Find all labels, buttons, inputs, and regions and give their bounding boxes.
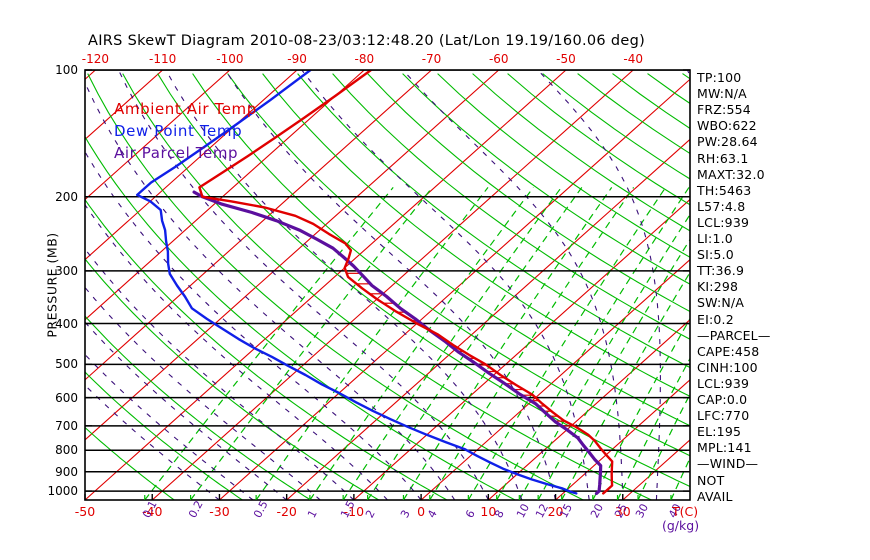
parameter-tp100: TP:100: [697, 70, 742, 85]
parameter-cape458: CAPE:458: [697, 343, 760, 359]
parameter-not: NOT: [697, 472, 725, 488]
top-temp-tick-5: -70: [421, 52, 442, 66]
parameter-mwna: MW:N/A: [697, 86, 747, 102]
parameter-avail: AVAIL: [697, 488, 733, 504]
bottom-temp-tick-5: 0: [417, 504, 426, 519]
parameter-ei02: EI:0.2: [697, 311, 734, 327]
top-temp-tick-7: -50: [556, 52, 576, 66]
pressure-tick-7: 800: [55, 443, 78, 458]
top-temp-tick-6: -60: [488, 52, 509, 66]
top-temp-tick-1: -110: [149, 52, 177, 66]
parameter-l5748: L57:4.8: [697, 198, 746, 214]
pressure-tick-2: 300: [55, 263, 78, 278]
pressure-tick-0: 100: [55, 63, 78, 77]
bottom-temp-tick-8: 30: [614, 504, 631, 519]
parameter-th5463: TH:5463: [697, 182, 752, 198]
parameter-tt369: TT:36.9: [697, 263, 745, 279]
parameter-cinh100: CINH:100: [697, 359, 758, 375]
bottom-temp-tick-4: -10: [343, 504, 365, 519]
x-axis-mixing-unit: (g/kg): [662, 518, 700, 533]
parameter-cap00: CAP:0.0: [697, 392, 748, 407]
legend-air-parcel-temp: Air Parcel Temp: [114, 144, 239, 162]
top-temp-tick-0: -120: [81, 52, 110, 66]
pressure-tick-1: 200: [55, 189, 78, 204]
parameter-el195: EL:195: [697, 424, 742, 440]
pressure-tick-4: 500: [55, 357, 78, 372]
parameter-lfc770: LFC:770: [697, 408, 750, 424]
legend-ambient-air-temp: Ambient Air Temp: [114, 100, 257, 118]
parameter-ki298: KI:298: [697, 279, 739, 295]
parameter-si50: SI:5.0: [697, 247, 734, 263]
pressure-tick-9: 1000: [47, 484, 78, 499]
bottom-temp-tick-6: 10: [480, 504, 497, 519]
top-temp-tick-2: -100: [216, 52, 244, 66]
parameter-frz554: FRZ:554: [697, 102, 751, 118]
parameter-lcl939: LCL:939: [697, 214, 750, 230]
bottom-temp-tick-3: -20: [276, 504, 297, 519]
parameter-maxt320: MAXT:32.0: [697, 166, 765, 182]
top-temp-tick-8: -40: [623, 52, 643, 66]
bottom-temp-tick-0: -50: [74, 504, 96, 519]
top-temp-tick-4: -80: [354, 52, 375, 66]
parameter-wbo622: WBO:622: [697, 118, 757, 134]
pressure-tick-3: 400: [55, 316, 78, 331]
x-axis-temp-unit: T(C): [672, 504, 699, 519]
parameter-parcel: —PARCEL—: [697, 327, 771, 343]
bottom-temp-tick-7: 20: [547, 504, 564, 519]
y-axis-label: PRESSURE (MB): [44, 232, 60, 338]
parameter-swna: SW:N/A: [697, 295, 745, 311]
parameter-pw2864: PW:28.64: [697, 134, 758, 150]
legend-dew-point-temp: Dew Point Temp: [114, 122, 243, 140]
parameter-rh631: RH:63.1: [697, 150, 749, 166]
pressure-tick-6: 700: [55, 418, 78, 433]
pressure-tick-5: 600: [55, 390, 78, 405]
parameter-wind: —WIND—: [697, 456, 759, 472]
parameter-li10: LI:1.0: [697, 231, 733, 246]
parameter-mpl141: MPL:141: [697, 440, 752, 456]
top-temp-tick-3: -90: [287, 52, 307, 66]
bottom-temp-tick-2: -30: [209, 504, 230, 519]
bottom-temp-tick-1: -40: [142, 504, 163, 519]
parameter-lcl939: LCL:939: [697, 375, 750, 391]
pressure-tick-8: 900: [55, 464, 78, 479]
page-title: AIRS SkewT Diagram 2010-08-23/03:12:48.2…: [88, 33, 646, 49]
